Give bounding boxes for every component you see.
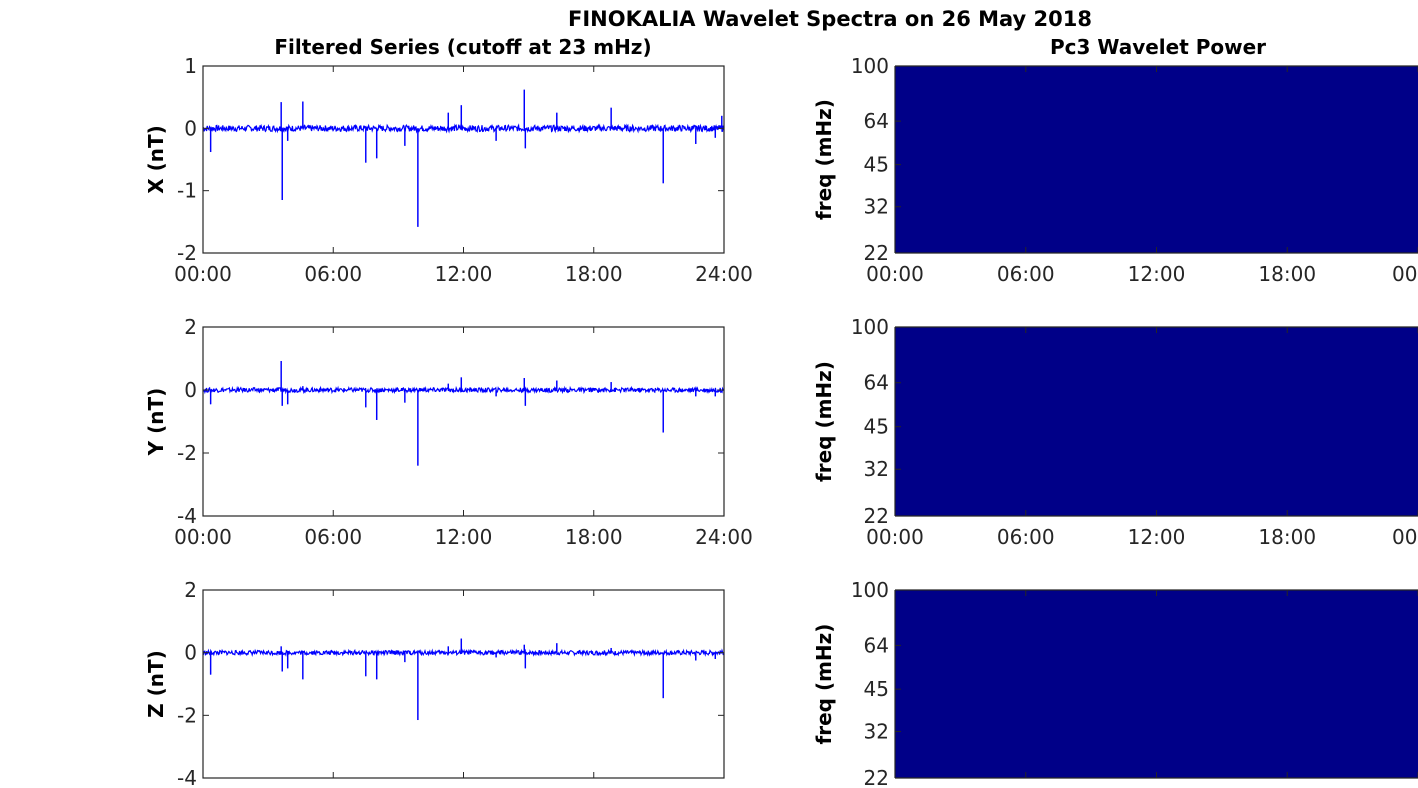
z-wavelet-panel: 100 64 45 32 22 freq (mHz)	[812, 578, 1418, 788]
y-tick-label: 45	[864, 677, 889, 701]
left-column-title: Filtered Series (cutoff at 23 mHz)	[274, 35, 651, 59]
y-axis-label: X (nT)	[144, 125, 168, 194]
y-tick-label: -2	[177, 441, 197, 465]
x-tick-label: 24:00	[695, 525, 753, 549]
y-tick-label: 100	[851, 54, 889, 78]
y-tick-label: 45	[864, 415, 889, 439]
y-axis-label: Y (nT)	[144, 388, 168, 457]
x-tick-label: 00	[1392, 262, 1417, 286]
plot-frame	[202, 589, 725, 779]
y-tick-label: 0	[184, 116, 197, 140]
y-tick-label: 22	[864, 766, 889, 788]
x-tick-label: 12:00	[1128, 525, 1186, 549]
x-tick-label: 12:00	[435, 525, 493, 549]
y-tick-label: -2	[177, 703, 197, 727]
y-tick-label: -2	[177, 241, 197, 265]
y-tick-label: 2	[184, 578, 197, 602]
y-tick-label: 32	[864, 195, 889, 219]
y-axis-label: freq (mHz)	[812, 624, 836, 745]
y-tick-label: 100	[851, 578, 889, 602]
y-tick-label: 45	[864, 153, 889, 177]
z-series-panel: 2 0 -2 -4 Z (nT)	[144, 578, 725, 788]
x-tick-label: 00	[1392, 525, 1417, 549]
x-tick-label: 12:00	[1128, 262, 1186, 286]
y-tick-label: -4	[177, 766, 197, 788]
plot-frame	[202, 326, 725, 517]
x-tick-label: 18:00	[1258, 262, 1316, 286]
figure-title: FINOKALIA Wavelet Spectra on 26 May 2018	[568, 7, 1092, 31]
x-tick-label: 00:00	[174, 262, 232, 286]
y-series-panel: 2 0 -2 -400:00 06:00 12:00 18:00 24:00 Y (nT)	[144, 315, 753, 549]
x-tick-label: 00:00	[866, 262, 924, 286]
y-axis-label: freq (mHz)	[812, 99, 836, 220]
right-column-title: Pc3 Wavelet Power	[1050, 35, 1266, 59]
x-tick-label: 00:00	[174, 525, 232, 549]
y-tick-label: 64	[864, 633, 889, 657]
wavelet-power-map	[895, 66, 1418, 253]
y-tick-label: 1	[184, 54, 197, 78]
x-tick-label: 06:00	[997, 525, 1055, 549]
y-tick-label: 22	[864, 241, 889, 265]
y-tick-label: -1	[177, 179, 197, 203]
y-tick-label: 32	[864, 719, 889, 743]
y-tick-label: 2	[184, 315, 197, 339]
y-tick-label: 0	[184, 378, 197, 402]
wavelet-power-map	[895, 327, 1418, 516]
x-tick-label: 24:00	[695, 262, 753, 286]
x-tick-label: 12:00	[435, 262, 493, 286]
y-tick-label: 32	[864, 457, 889, 481]
x-tick-label: 06:00	[997, 262, 1055, 286]
x-series-panel: 1 0 -1 -200:00 06:00 12:00 18:00 24:00 X (nT)	[144, 54, 753, 286]
y-tick-label: -4	[177, 504, 197, 528]
y-axis-label: Z (nT)	[144, 650, 168, 718]
y-tick-label: 100	[851, 315, 889, 339]
y-tick-label: 64	[864, 109, 889, 133]
x-tick-label: 06:00	[304, 262, 362, 286]
y-axis-label: freq (mHz)	[812, 361, 836, 482]
y-tick-label: 22	[864, 504, 889, 528]
plot-frame	[202, 65, 725, 254]
y-tick-label: 64	[864, 371, 889, 395]
wavelet-power-map	[895, 590, 1418, 778]
y-tick-label: 0	[184, 641, 197, 665]
x-tick-label: 18:00	[1258, 525, 1316, 549]
x-tick-label: 00:00	[866, 525, 924, 549]
x-tick-label: 18:00	[565, 525, 623, 549]
x-tick-label: 06:00	[304, 525, 362, 549]
x-tick-label: 18:00	[565, 262, 623, 286]
